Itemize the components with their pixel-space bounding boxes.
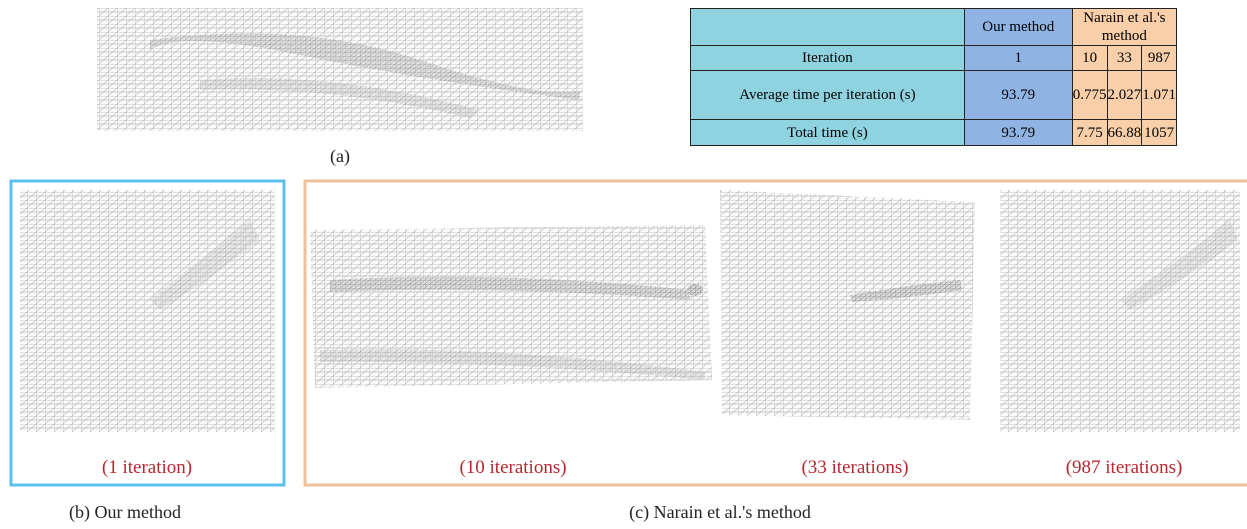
mesh-a	[97, 8, 583, 131]
mesh-c3	[1000, 190, 1240, 432]
table-row: Average time per iteration (s) 93.79 0.7…	[691, 71, 1177, 120]
table-cell: Narain et al.'s method	[1072, 9, 1176, 46]
table-cell: 1.071	[1142, 71, 1177, 120]
panel-label: (33 iterations)	[801, 457, 908, 478]
table-cell: 0.775	[1072, 71, 1107, 120]
table-cell: 10	[1072, 46, 1107, 71]
table-row: Total time (s) 93.79 7.75 66.88 1057	[691, 120, 1177, 146]
caption: (c) Narain et al.'s method	[629, 502, 811, 523]
caption: (b) Our method	[69, 502, 181, 523]
page: (a) (1 iteration) (10 iterations) (33 it…	[0, 0, 1247, 529]
table-cell: 33	[1107, 46, 1142, 71]
mesh-c2	[720, 190, 975, 420]
timing-table: Our method Narain et al.'s method Iterat…	[690, 8, 1177, 146]
panel-label: (10 iterations)	[459, 457, 566, 478]
table-cell: Total time (s)	[691, 120, 965, 146]
mesh-c1	[310, 225, 712, 388]
table-row: Iteration 1 10 33 987	[691, 46, 1177, 71]
table-cell: 987	[1142, 46, 1177, 71]
panel-label: (987 iterations)	[1066, 457, 1183, 478]
table-cell: 1	[964, 46, 1072, 71]
table-cell: 93.79	[964, 120, 1072, 146]
table-cell: 2.027	[1107, 71, 1142, 120]
caption: (a)	[330, 146, 350, 167]
panel-label: (1 iteration)	[102, 457, 192, 478]
table-header: Our method Narain et al.'s method	[691, 9, 1177, 46]
table-cell	[691, 9, 965, 46]
table-cell: Our method	[964, 9, 1072, 46]
table-cell: 1057	[1142, 120, 1177, 146]
table-cell: 7.75	[1072, 120, 1107, 146]
table-cell: Average time per iteration (s)	[691, 71, 965, 120]
table-cell: 93.79	[964, 71, 1072, 120]
table-cell: 66.88	[1107, 120, 1142, 146]
mesh-b	[20, 190, 275, 432]
table-cell: Iteration	[691, 46, 965, 71]
